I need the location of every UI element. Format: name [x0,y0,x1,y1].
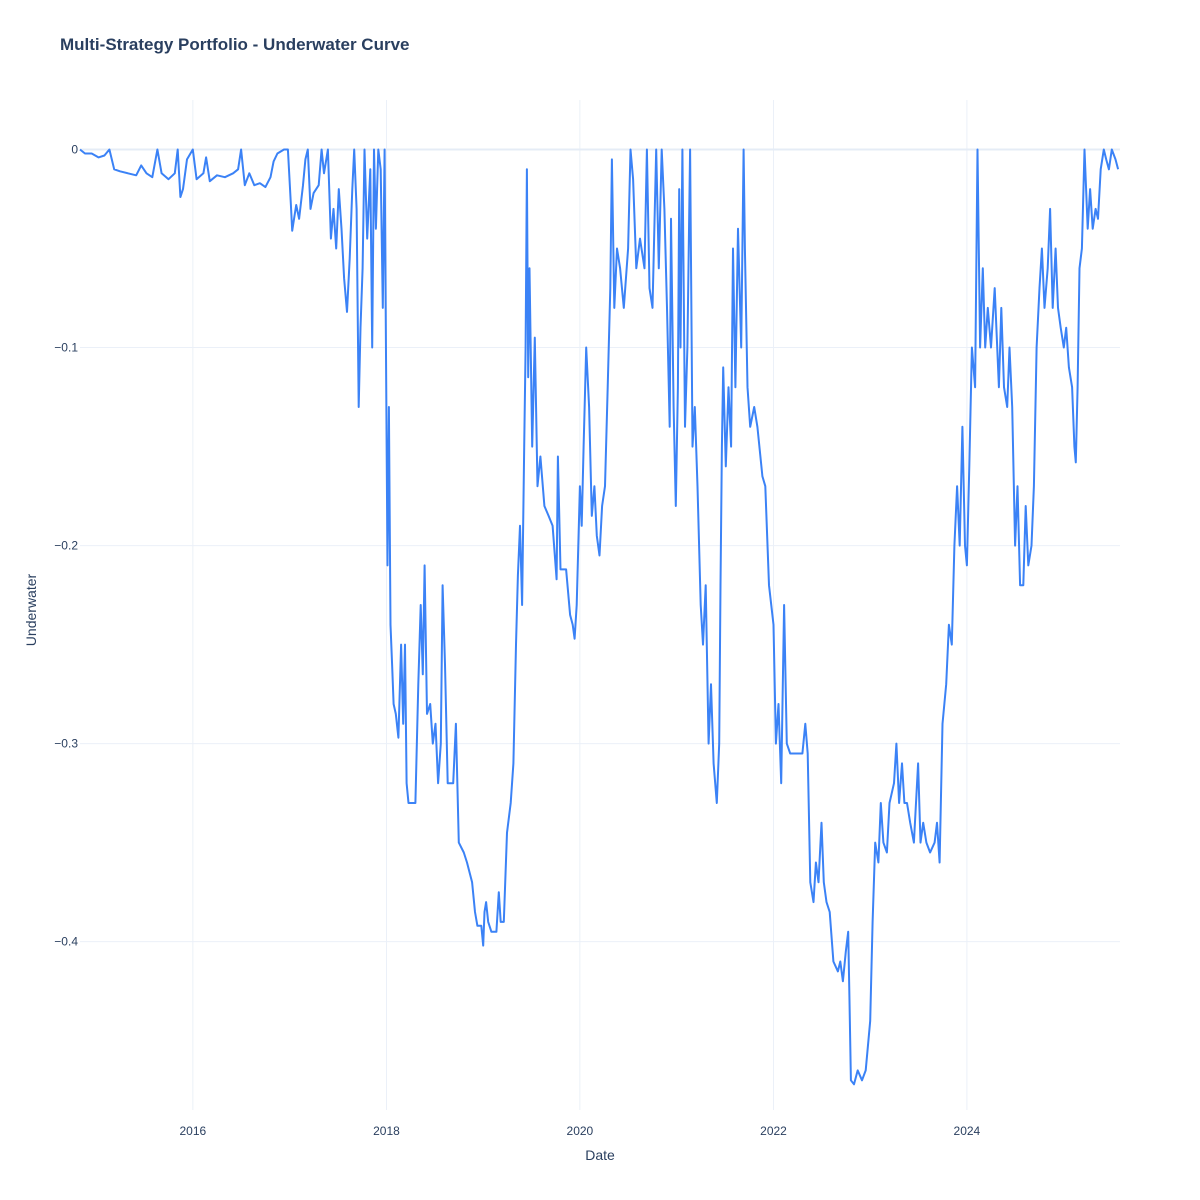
underwater-line [79,148,1120,1086]
series-layer [79,148,1120,1086]
tick-layer: 2016 2018 2020 2022 2024 0 −0.1 −0.2 −0.3 −0.4 [54,143,980,1138]
y-tick-label: −0.1 [54,341,78,355]
x-tick-label: 2020 [567,1124,594,1138]
x-tick-label: 2024 [954,1124,981,1138]
y-tick-label: −0.2 [54,539,78,553]
x-axis-title: Date [585,1147,615,1163]
y-tick-label: 0 [71,143,78,157]
chart-title: Multi-Strategy Portfolio - Underwater Cu… [60,35,409,54]
y-axis-title: Underwater [23,573,39,646]
grid-layer [80,100,1120,1110]
y-tick-label: −0.4 [54,935,78,949]
y-tick-label: −0.3 [54,737,78,751]
x-tick-label: 2016 [179,1124,206,1138]
x-tick-label: 2022 [760,1124,787,1138]
x-tick-label: 2018 [373,1124,400,1138]
